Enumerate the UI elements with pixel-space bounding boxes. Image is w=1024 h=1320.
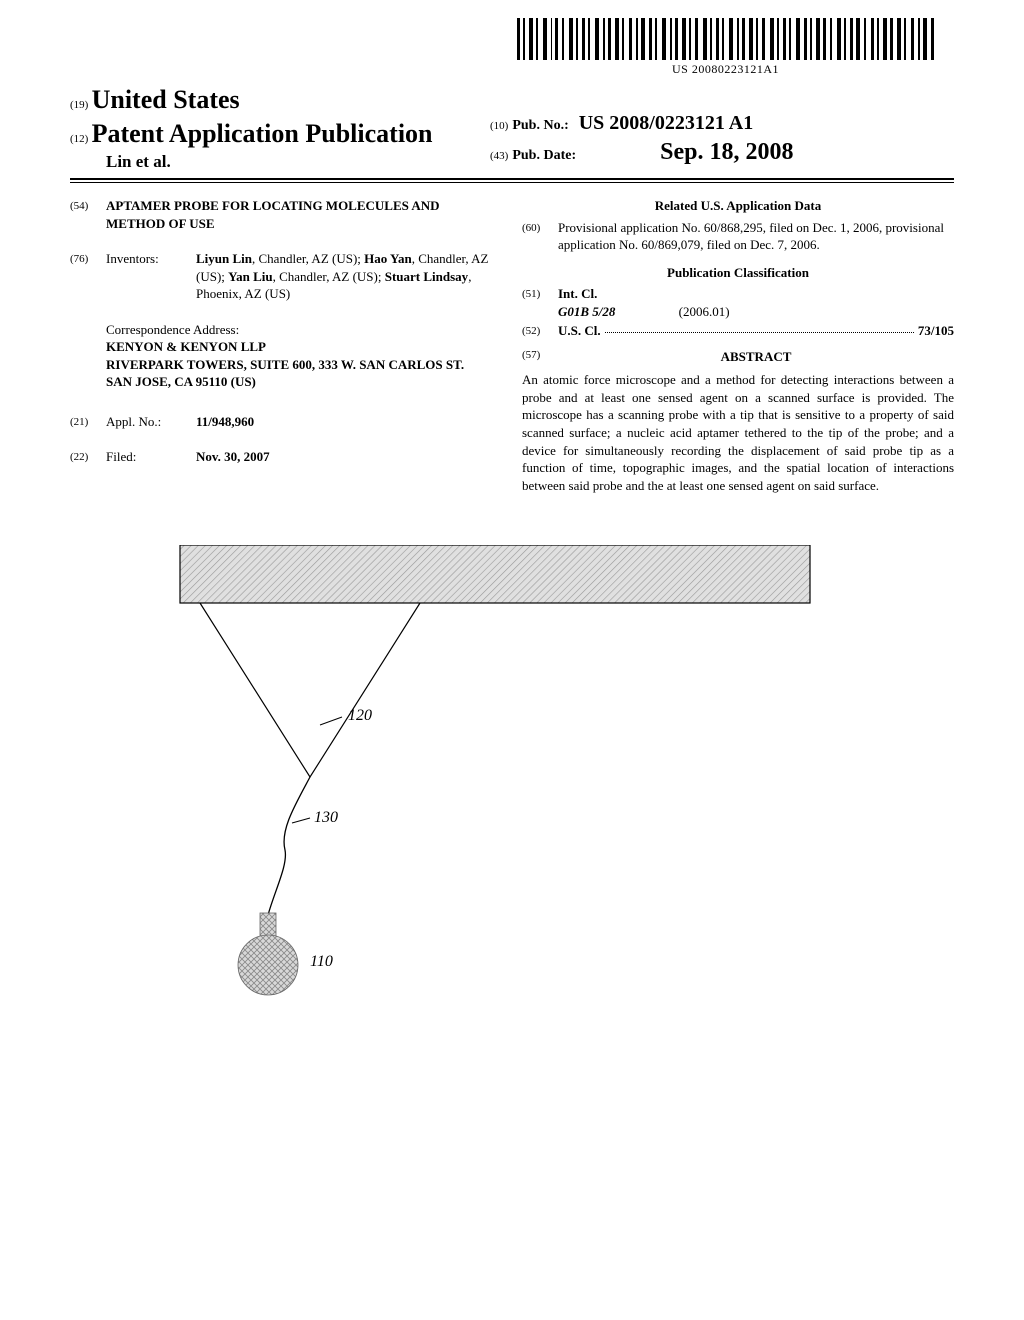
intcl-block: Int. Cl. G01B 5/28 (2006.01) [558,285,954,320]
probe-tip [200,603,420,777]
abstract-text: An atomic force microscope and a method … [522,371,954,494]
intcl-year: (2006.01) [679,304,730,319]
right-column: Related U.S. Application Data (60) Provi… [522,197,954,494]
figure-label-120: 120 [348,707,372,725]
aptamer-ball [238,935,298,995]
leader-120 [320,717,342,725]
inventors-label: Inventors: [106,250,196,303]
code-21: (21) [70,413,106,431]
code-43: (43) [490,150,508,162]
code-57: (57) [522,346,558,370]
correspondence-label: Correspondence Address: [106,321,502,339]
provisional-text: Provisional application No. 60/868,295, … [558,219,954,254]
related-header: Related U.S. Application Data [522,197,954,215]
barcode-text: US 20080223121A1 [517,62,934,77]
figure-label-110: 110 [310,953,333,971]
inventor-3: Yan Liu [228,269,272,284]
divider-thin [70,182,954,183]
correspondence-block: Correspondence Address: KENYON & KENYON … [106,321,502,391]
barcode-block: US 20080223121A1 [517,18,934,77]
pub-no-label: Pub. No.: [512,118,568,133]
code-51: (51) [522,285,558,320]
intcl-label: Int. Cl. [558,285,954,303]
header-right: (10) Pub. No.: US 2008/0223121 A1 (43) P… [490,112,793,166]
applno-label: Appl. No.: [106,413,196,431]
patent-figure: 120 130 110 [170,545,820,1015]
barcode-stripes [517,18,934,60]
code-19: (19) [70,99,88,111]
leader-130 [292,818,310,823]
code-52: (52) [522,322,558,340]
uscl-label: U.S. Cl. [558,322,601,340]
inventor-1: Liyun Lin [196,251,252,266]
uscl-value: 73/105 [918,322,954,340]
applno-value: 11/948,960 [196,413,502,431]
code-54: (54) [70,197,106,232]
correspondence-addr1: RIVERPARK TOWERS, SUITE 600, 333 W. SAN … [106,356,502,374]
cantilever-beam [180,545,810,603]
pub-date-value: Sep. 18, 2008 [660,139,793,165]
filed-date: Nov. 30, 2007 [196,448,502,466]
left-column: (54) APTAMER PROBE FOR LOCATING MOLECULE… [70,197,502,494]
tether [268,777,310,915]
patent-title: APTAMER PROBE FOR LOCATING MOLECULES AND… [106,197,502,232]
code-76: (76) [70,250,106,303]
pubclass-header: Publication Classification [522,264,954,282]
code-10: (10) [490,120,508,132]
figure-label-130: 130 [314,809,338,827]
divider-thick [70,178,954,180]
uscl-dots [605,322,914,333]
content-columns: (54) APTAMER PROBE FOR LOCATING MOLECULE… [70,197,954,494]
abstract-header: ABSTRACT [558,348,954,366]
pub-date-label: Pub. Date: [512,148,576,163]
code-12: (12) [70,133,88,145]
inventor-2: Hao Yan [364,251,412,266]
code-60: (60) [522,219,558,254]
correspondence-name: KENYON & KENYON LLP [106,338,502,356]
filed-label: Filed: [106,448,196,466]
intcl-code: G01B 5/28 [558,304,615,319]
inventor-4: Stuart Lindsay [385,269,468,284]
inventors-list: Liyun Lin, Chandler, AZ (US); Hao Yan, C… [196,250,502,303]
pub-no-value: US 2008/0223121 A1 [579,112,753,134]
publication-type: Patent Application Publication [92,119,433,148]
uscl-row: U.S. Cl. 73/105 [558,322,954,340]
correspondence-addr2: SAN JOSE, CA 95110 (US) [106,373,502,391]
figure-svg [170,545,820,1015]
code-22: (22) [70,448,106,466]
country: United States [92,85,240,114]
